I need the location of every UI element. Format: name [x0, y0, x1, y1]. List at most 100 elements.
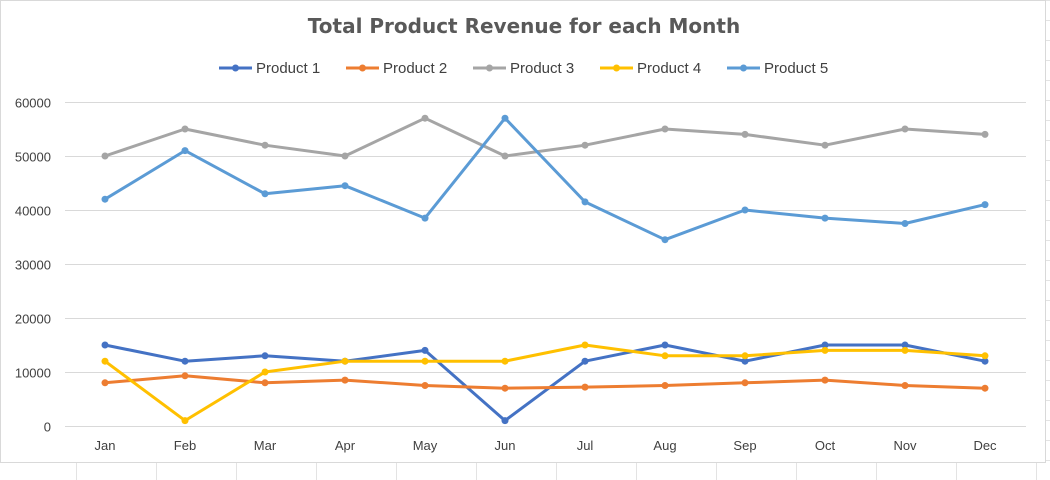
data-point: [421, 214, 429, 222]
data-point: [661, 236, 669, 244]
data-point: [261, 352, 269, 360]
data-point: [421, 114, 429, 122]
data-point: [341, 376, 349, 384]
x-tick-label: Jul: [577, 438, 594, 453]
data-point: [581, 141, 589, 149]
data-point: [981, 130, 989, 138]
y-tick-label: 0: [44, 420, 51, 435]
x-tick-label: Jan: [95, 438, 116, 453]
data-point: [501, 114, 509, 122]
data-point: [741, 379, 749, 387]
y-tick-label: 20000: [15, 312, 51, 327]
data-point: [661, 341, 669, 349]
data-point: [661, 125, 669, 133]
series-product-4: [101, 341, 989, 425]
series-product-1: [101, 341, 989, 425]
x-tick-label: Dec: [973, 438, 997, 453]
data-point: [821, 141, 829, 149]
legend-marker: [740, 64, 747, 72]
x-tick-label: Sep: [733, 438, 756, 453]
data-point: [181, 147, 189, 155]
legend-label: Product 2: [383, 60, 447, 77]
data-point: [901, 125, 909, 133]
series-line: [103, 116, 987, 158]
legend-marker: [613, 64, 620, 72]
data-point: [581, 357, 589, 365]
x-tick-label: Oct: [815, 438, 836, 453]
series-line: [103, 343, 987, 423]
x-tick-label: Mar: [254, 438, 277, 453]
data-point: [421, 382, 429, 389]
legend-item: Product 5: [727, 60, 828, 77]
x-tick-label: May: [413, 438, 438, 453]
legend-marker: [486, 64, 493, 72]
y-tick-label: 30000: [15, 258, 51, 273]
data-point: [821, 214, 829, 222]
data-point: [181, 125, 189, 133]
data-point: [341, 182, 349, 190]
x-axis-ticks: Jan Feb Mar Apr May Jun Jul Aug Sep Oct Nov Dec: [95, 438, 998, 453]
data-point: [981, 352, 989, 360]
data-point: [501, 152, 509, 160]
y-axis-ticks: 0 10000 20000 30000 40000 50000 60000: [15, 96, 51, 435]
x-tick-label: Nov: [893, 438, 917, 453]
chart-gridlines: [65, 102, 1026, 427]
series-line: [103, 343, 987, 423]
data-point: [581, 383, 589, 391]
data-point: [421, 346, 429, 354]
x-tick-label: Feb: [174, 438, 196, 453]
legend-item: Product 2: [346, 60, 447, 77]
data-point: [821, 376, 829, 384]
data-point: [181, 372, 189, 380]
data-point: [661, 382, 669, 389]
data-point: [181, 357, 189, 365]
data-point: [901, 220, 909, 227]
data-point: [901, 341, 909, 349]
legend-item: Product 1: [219, 60, 320, 77]
legend-marker: [359, 64, 366, 72]
data-point: [101, 357, 109, 365]
series-group: [101, 114, 989, 425]
data-point: [101, 195, 109, 203]
series-product-5: [101, 114, 989, 244]
data-point: [261, 141, 269, 149]
legend-label: Product 3: [510, 60, 574, 77]
data-point: [261, 190, 269, 198]
legend-label: Product 4: [637, 60, 701, 77]
chart-frame: [0, 0, 1046, 463]
data-point: [901, 346, 909, 354]
data-point: [501, 384, 509, 392]
data-point: [261, 379, 269, 387]
data-point: [821, 341, 829, 349]
legend-label: Product 1: [256, 60, 320, 77]
data-point: [501, 357, 509, 365]
data-point: [981, 201, 989, 209]
data-point: [101, 152, 109, 160]
data-point: [741, 352, 749, 360]
data-point: [421, 357, 429, 365]
data-point: [661, 352, 669, 360]
y-tick-label: 40000: [15, 204, 51, 219]
legend-marker: [232, 64, 239, 72]
data-point: [101, 341, 109, 349]
legend: Product 1 Product 2 Product 3 Product 4 Prod…: [219, 60, 828, 77]
data-point: [901, 382, 909, 389]
y-tick-label: 50000: [15, 150, 51, 165]
data-point: [341, 152, 349, 160]
data-point: [501, 417, 509, 425]
data-point: [981, 384, 989, 392]
legend-item: Product 3: [473, 60, 574, 77]
data-point: [741, 206, 749, 214]
data-point: [181, 417, 189, 425]
data-point: [261, 368, 269, 376]
y-tick-label: 60000: [15, 96, 51, 111]
series-product-3: [101, 114, 989, 160]
y-tick-label: 10000: [15, 366, 51, 381]
x-tick-label: Apr: [335, 438, 356, 453]
series-line: [103, 116, 987, 242]
data-point: [341, 357, 349, 365]
data-point: [741, 130, 749, 138]
legend-item: Product 4: [600, 60, 701, 77]
